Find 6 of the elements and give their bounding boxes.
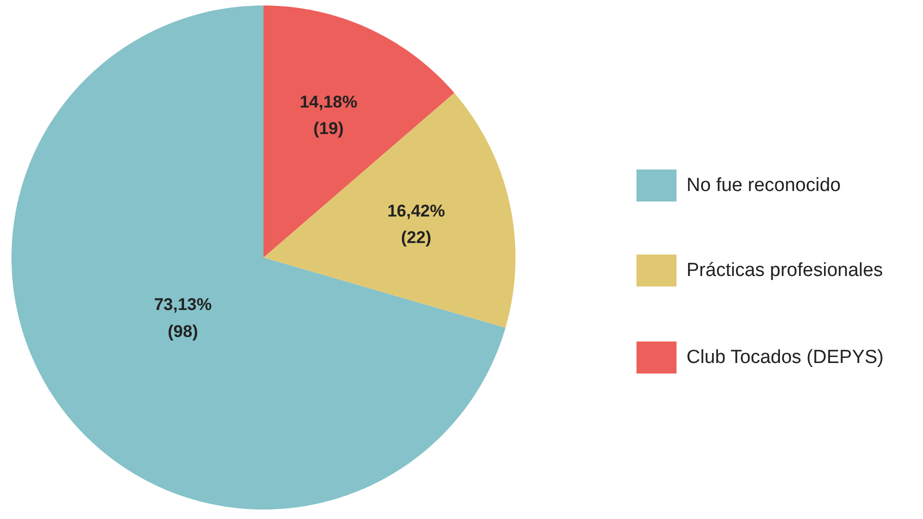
legend-label: Club Tocados (DEPYS)	[686, 347, 884, 368]
data-label: 14,18% (19)	[300, 92, 358, 138]
legend-label: Prácticas profesionales	[686, 260, 883, 281]
data-label: 16,42% (22)	[387, 201, 445, 248]
legend-label: No fue reconocido	[686, 175, 841, 196]
data-label: 73,13% (98)	[154, 295, 212, 341]
